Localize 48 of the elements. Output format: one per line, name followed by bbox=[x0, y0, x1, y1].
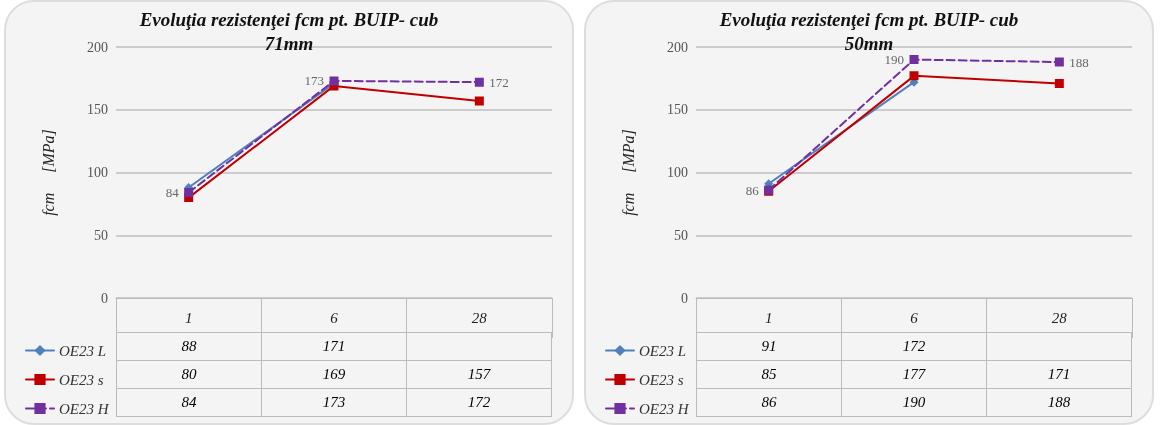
x-tick-label: 1 bbox=[764, 309, 773, 326]
data-label: 171 bbox=[986, 360, 1132, 389]
y-tick-label: 100 bbox=[87, 165, 108, 180]
data-label: 172 bbox=[841, 332, 987, 361]
annotation: 190 bbox=[884, 52, 904, 68]
annotation: 188 bbox=[1069, 54, 1089, 70]
y-tick-label: 0 bbox=[681, 290, 688, 306]
annotation: 84 bbox=[165, 185, 180, 201]
y-tick-label: 150 bbox=[667, 102, 688, 118]
data-label: 188 bbox=[986, 388, 1132, 417]
chart-title: Evoluţia rezistenţei fcm pt. BUIP- cub 50mm bbox=[718, 8, 1019, 54]
y-tick-label: 50 bbox=[674, 227, 688, 243]
y-tick-label: 200 bbox=[667, 39, 688, 55]
legend-label: OE23 s bbox=[639, 371, 684, 388]
data-label: 173 bbox=[261, 388, 407, 417]
legend-label: OE23 H bbox=[639, 400, 690, 417]
data-label: 172 bbox=[406, 388, 552, 417]
legend-label: OE23 L bbox=[59, 342, 107, 359]
data-label: 91 bbox=[696, 332, 842, 361]
y-axis-title: fcm [MPa] bbox=[619, 129, 638, 216]
x-tick-label: 28 bbox=[471, 309, 488, 326]
data-label: 177 bbox=[841, 360, 987, 389]
y-tick-label: 0 bbox=[101, 290, 108, 306]
annotation: 86 bbox=[745, 182, 760, 198]
data-label: 190 bbox=[841, 388, 987, 417]
legend-label: OE23 s bbox=[59, 371, 104, 388]
annotation: 173 bbox=[304, 73, 324, 89]
y-tick-label: 200 bbox=[87, 39, 108, 55]
y-tick-label: 50 bbox=[94, 227, 108, 243]
x-tick-label: 1 bbox=[184, 309, 193, 326]
x-tick-label: 6 bbox=[330, 309, 339, 326]
y-axis-title: fcm [MPa] bbox=[39, 129, 58, 216]
x-tick-label: 28 bbox=[1051, 309, 1068, 326]
x-tick-label: 6 bbox=[910, 309, 919, 326]
data-label: 88 bbox=[116, 332, 262, 361]
data-label: 80 bbox=[116, 360, 262, 389]
data-label: 157 bbox=[406, 360, 552, 389]
data-label: 85 bbox=[696, 360, 842, 389]
legend-label: OE23 H bbox=[59, 400, 110, 417]
chart-title: Evoluţia rezistenţei fcm pt. BUIP- cub 71mm bbox=[138, 8, 439, 54]
data-label: 86 bbox=[696, 388, 842, 417]
y-tick-label: 100 bbox=[667, 165, 688, 180]
annotation: 172 bbox=[489, 74, 509, 90]
data-label: 171 bbox=[261, 332, 407, 361]
y-tick-label: 150 bbox=[87, 102, 108, 118]
legend-label: OE23 L bbox=[639, 342, 687, 359]
data-label: 169 bbox=[261, 360, 407, 389]
data-label: 84 bbox=[116, 388, 262, 417]
